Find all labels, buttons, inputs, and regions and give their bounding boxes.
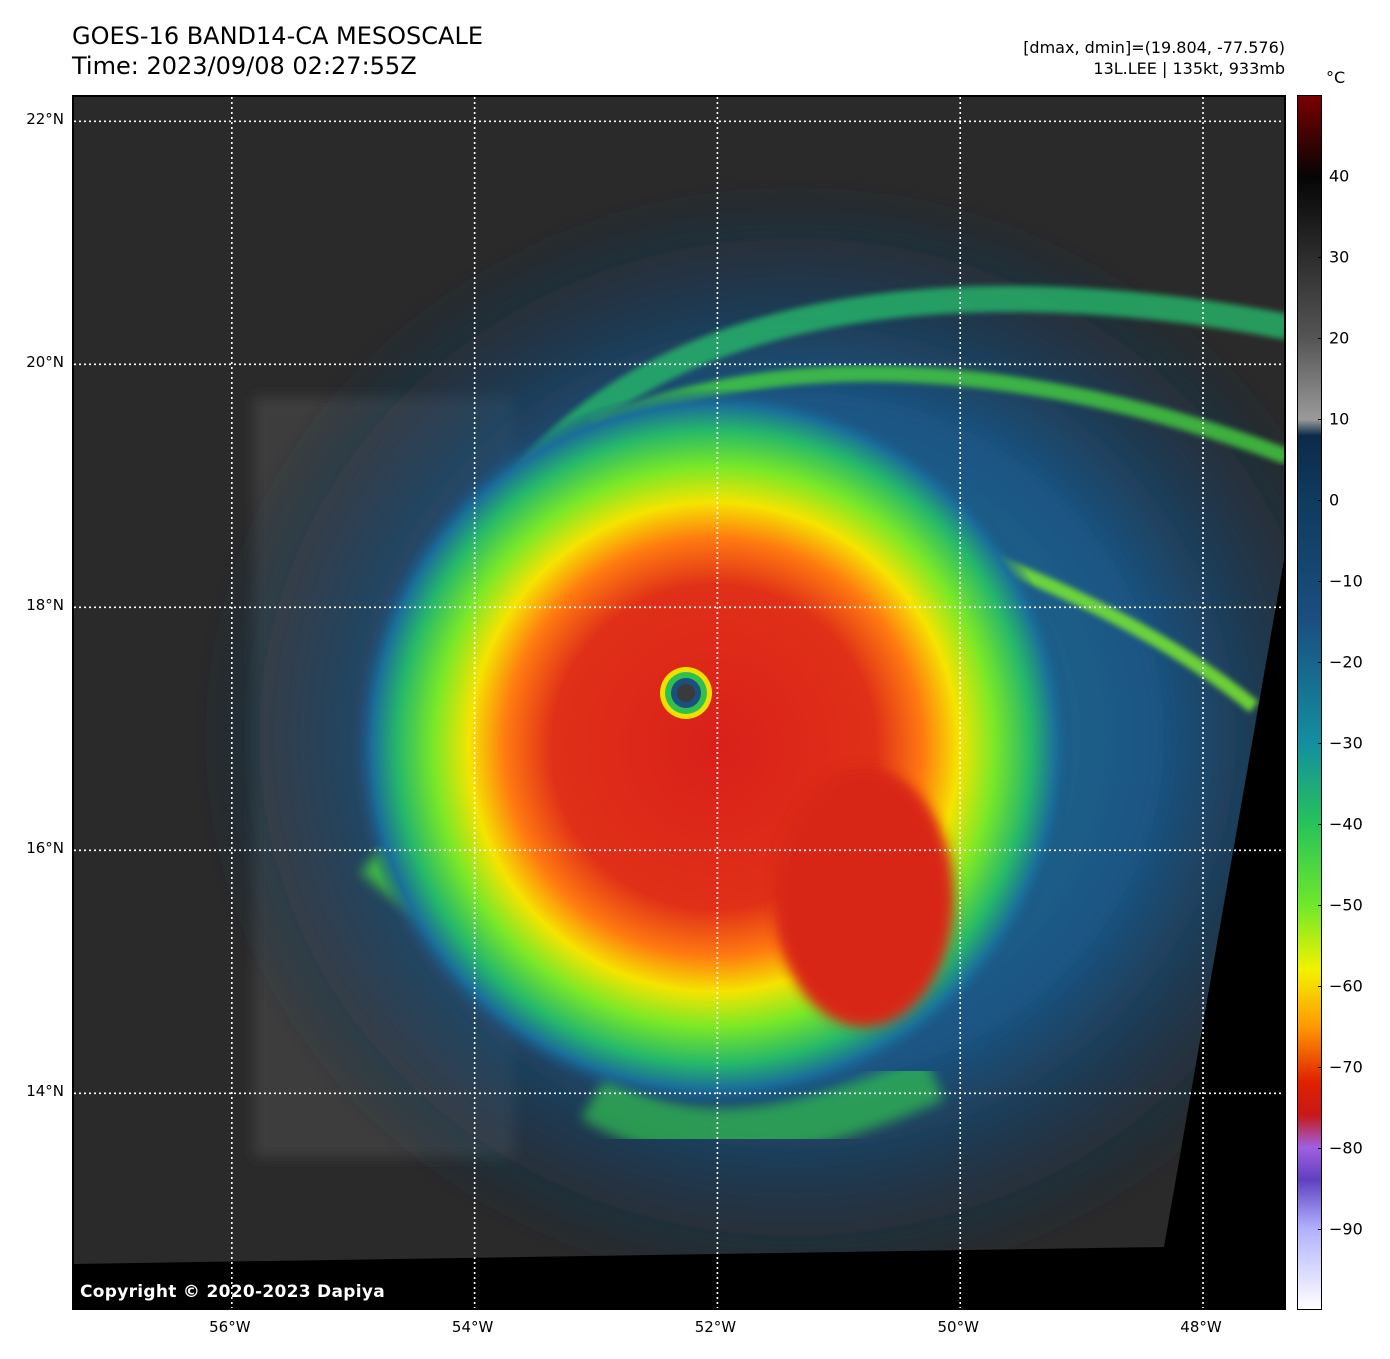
product-title: GOES-16 BAND14-CA MESOSCALE — [72, 22, 483, 50]
colorbar-tick — [1318, 338, 1322, 339]
colorbar-tick-label: −10 — [1329, 571, 1363, 591]
colorbar-tick-label: −20 — [1329, 652, 1363, 672]
colorbar-tick-label: 0 — [1329, 490, 1340, 510]
colorbar-tick-label: 10 — [1329, 409, 1350, 429]
spiral-band-southeast — [581, 1054, 944, 1159]
hurricane-eye — [677, 684, 695, 702]
colorbar-tick-label: 20 — [1329, 328, 1350, 348]
colorbar-tick — [1318, 176, 1322, 177]
colorbar-tick — [1318, 1229, 1322, 1230]
convective-burst — [774, 767, 954, 1027]
latitude-label: 22°N — [26, 110, 64, 129]
longitude-label: 54°W — [451, 1318, 494, 1336]
longitude-label: 56°W — [209, 1318, 251, 1336]
observation-time: Time: 2023/09/08 02:27:55Z — [72, 52, 417, 80]
colorbar-tick-label: −60 — [1329, 976, 1363, 996]
colorbar-tick-label: −40 — [1329, 814, 1363, 834]
colorbar-tick — [1318, 824, 1322, 825]
latitude-label: 20°N — [26, 353, 64, 372]
temperature-colorbar — [1297, 95, 1322, 1310]
colorbar-tick — [1318, 743, 1322, 744]
longitude-label: 52°W — [694, 1318, 737, 1336]
colorbar-tick — [1318, 1148, 1322, 1149]
colorbar-tick — [1318, 1067, 1322, 1068]
storm-info: 13L.LEE | 135kt, 933mb — [1093, 59, 1285, 78]
copyright-notice: Copyright © 2020-2023 Dapiya — [80, 1282, 385, 1302]
dmax-dmin-readout: [dmax, dmin]=(19.804, -77.576) — [1023, 38, 1285, 57]
colorbar-tick-label: 40 — [1329, 166, 1350, 186]
graticule — [74, 97, 1284, 1308]
colorbar-tick-label: −80 — [1329, 1138, 1363, 1158]
colorbar-tick — [1318, 662, 1322, 663]
longitude-label: 48°W — [1180, 1318, 1222, 1336]
longitude-label: 50°W — [937, 1318, 979, 1336]
latitude-label: 16°N — [26, 839, 64, 858]
colorbar-tick-label: −50 — [1329, 895, 1363, 915]
colorbar-tick-label: 30 — [1329, 247, 1350, 267]
colorbar-tick — [1318, 581, 1322, 582]
colorbar-tick — [1318, 500, 1322, 501]
colorbar-tick — [1318, 986, 1322, 987]
colorbar-tick — [1318, 419, 1322, 420]
latitude-label: 14°N — [26, 1082, 64, 1101]
colorbar-tick-label: −30 — [1329, 733, 1363, 753]
satellite-map: Copyright © 2020-2023 Dapiya — [72, 95, 1286, 1310]
colorbar-tick-label: −90 — [1329, 1219, 1363, 1239]
colorbar-tick-label: −70 — [1329, 1057, 1363, 1077]
satellite-imagery — [74, 97, 1284, 1308]
colorbar-tick — [1318, 905, 1322, 906]
colorbar-unit: °C — [1326, 68, 1346, 87]
central-dense-overcast — [354, 387, 1074, 1107]
colorbar-tick — [1318, 257, 1322, 258]
latitude-label: 18°N — [26, 596, 64, 615]
